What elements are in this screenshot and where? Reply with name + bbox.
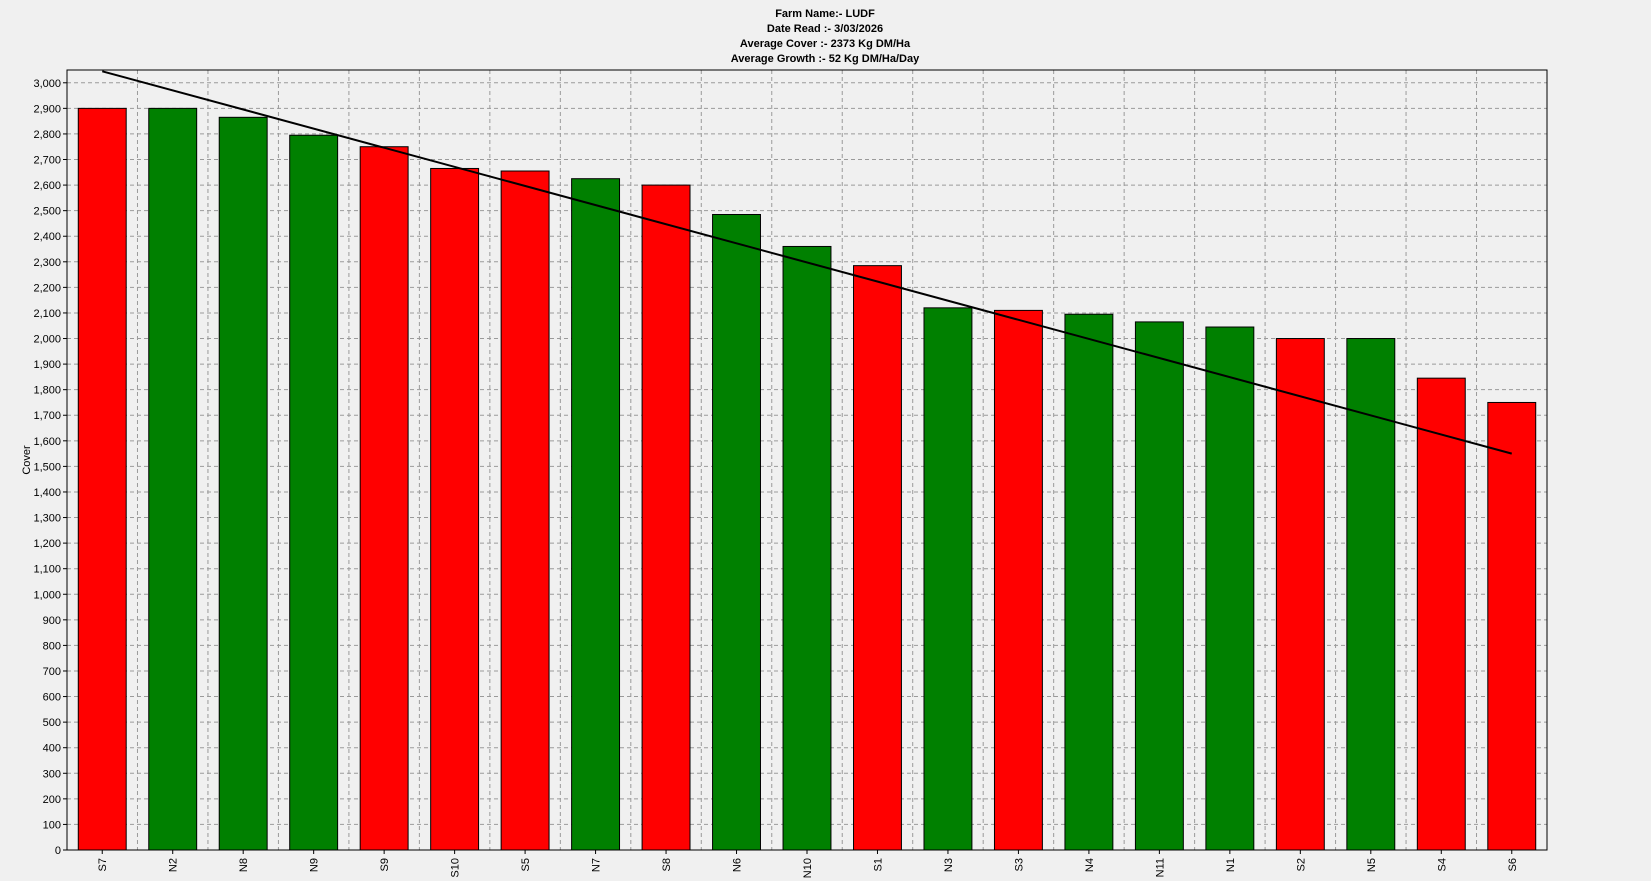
y-axis: 0 100 200 300 400 500 600 700 800 900 1,000 1,100 1,… — [33, 78, 67, 857]
bar-s10 — [430, 167, 480, 851]
y-tick-label: 800 — [43, 640, 61, 652]
y-tick-label: 200 — [43, 794, 61, 806]
y-tick-label: 2,900 — [33, 103, 61, 115]
x-tick-label: S7 — [97, 858, 109, 871]
y-tick-label: 900 — [43, 615, 61, 627]
title-farm-name: Farm Name:- LUDF — [775, 8, 875, 20]
x-tick-label: N4 — [1084, 858, 1096, 872]
x-tick-label: S6 — [1507, 858, 1519, 871]
bar-n11 — [1134, 321, 1184, 851]
bar-n4 — [1064, 313, 1114, 851]
bar-s2 — [1275, 338, 1325, 851]
y-tick-label: 3,000 — [33, 78, 61, 90]
y-tick-label: 1,600 — [33, 436, 61, 448]
chart-title: Farm Name:- LUDF Date Read :- 3/03/2026 … — [731, 8, 920, 65]
x-tick-label: S8 — [661, 858, 673, 871]
y-tick-label: 2,400 — [33, 231, 61, 243]
y-tick-label: 2,700 — [33, 155, 61, 167]
y-tick-label: 600 — [43, 692, 61, 704]
bar-s3 — [993, 309, 1043, 851]
y-tick-label: 1,100 — [33, 564, 61, 576]
bar-n10 — [782, 245, 832, 851]
x-tick-label: N10 — [802, 858, 814, 878]
y-axis-title: Cover — [21, 445, 33, 475]
bar-s6 — [1487, 401, 1537, 851]
x-tick-label: N7 — [591, 858, 603, 872]
bar-s8 — [641, 184, 691, 851]
y-tick-label: 2,000 — [33, 334, 61, 346]
bar-s7 — [77, 107, 127, 851]
trend-line — [101, 70, 1513, 455]
bars — [77, 107, 1537, 851]
y-tick-label: 1,700 — [33, 410, 61, 422]
bar-n5 — [1346, 338, 1396, 851]
x-tick-label: S10 — [450, 858, 462, 878]
x-tick-label: N5 — [1366, 858, 1378, 872]
bar-n2 — [148, 107, 198, 851]
x-tick-label: N11 — [1154, 858, 1166, 877]
bar-n3 — [923, 307, 973, 851]
bar-s9 — [359, 146, 409, 851]
x-tick-label: N3 — [943, 858, 955, 872]
x-tick-label: S9 — [379, 858, 391, 871]
y-tick-label: 700 — [43, 666, 61, 678]
y-tick-label: 2,200 — [33, 282, 61, 294]
x-tick-label: N9 — [309, 858, 321, 872]
y-tick-label: 500 — [43, 717, 61, 729]
y-tick-label: 2,600 — [33, 180, 61, 192]
x-tick-label: N2 — [168, 858, 180, 872]
y-tick-label: 100 — [43, 819, 61, 831]
y-tick-label: 1,000 — [33, 589, 61, 601]
y-tick-label: 2,500 — [33, 206, 61, 218]
bar-n6 — [712, 213, 761, 851]
y-tick-label: 1,800 — [33, 385, 61, 397]
title-average-growth: Average Growth :- 52 Kg DM/Ha/Day — [731, 53, 920, 65]
x-tick-label: S3 — [1013, 858, 1025, 871]
plot-frame — [66, 69, 1548, 851]
x-tick-label: N1 — [1225, 858, 1237, 872]
y-tick-label: 2,800 — [33, 129, 61, 141]
x-tick-label: S5 — [520, 858, 532, 871]
x-axis: S7 N2 N8 N9 S9 S10 S5 N7 S8 N6 N10 S1 N3 S3 N4 N11 N1 S2 N… — [97, 850, 1519, 878]
bar-n8 — [218, 116, 268, 851]
x-tick-label: S1 — [872, 858, 884, 871]
y-tick-label: 2,100 — [33, 308, 61, 320]
bar-n7 — [571, 178, 621, 851]
y-tick-label: 1,900 — [33, 359, 61, 371]
y-tick-label: 0 — [55, 845, 61, 857]
x-tick-label: N8 — [238, 858, 250, 872]
x-tick-label: N6 — [732, 858, 744, 872]
y-tick-label: 1,300 — [33, 513, 61, 525]
x-tick-label: S2 — [1295, 858, 1307, 871]
y-tick-label: 1,200 — [33, 538, 61, 550]
title-date-read: Date Read :- 3/03/2026 — [767, 23, 883, 35]
bar-s4 — [1416, 377, 1466, 851]
bar-n1 — [1205, 326, 1255, 851]
bar-s1 — [853, 265, 902, 851]
bar-s5 — [500, 170, 550, 851]
y-tick-label: 400 — [43, 743, 61, 755]
y-tick-label: 1,500 — [33, 461, 61, 473]
trend-line-segment — [101, 70, 1513, 455]
y-tick-label: 1,400 — [33, 487, 61, 499]
y-tick-label: 2,300 — [33, 257, 61, 269]
x-tick-label: S4 — [1436, 858, 1448, 871]
title-average-cover: Average Cover :- 2373 Kg DM/Ha — [740, 38, 911, 50]
bar-n9 — [289, 134, 339, 851]
y-tick-label: 300 — [43, 768, 61, 780]
